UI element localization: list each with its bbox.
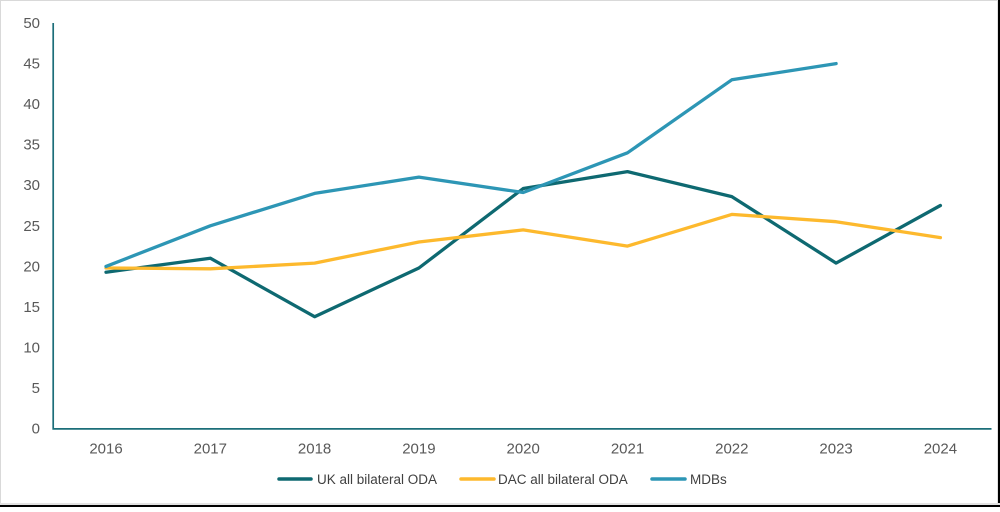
svg-text:2018: 2018 (298, 441, 331, 458)
svg-text:MDBs: MDBs (690, 472, 727, 487)
svg-text:45: 45 (23, 56, 40, 73)
svg-text:2019: 2019 (402, 441, 435, 458)
svg-text:20: 20 (23, 258, 40, 275)
svg-text:35: 35 (23, 137, 40, 154)
svg-text:25: 25 (23, 218, 40, 235)
svg-text:15: 15 (23, 299, 40, 316)
svg-text:DAC all bilateral ODA: DAC all bilateral ODA (498, 472, 628, 487)
svg-text:2016: 2016 (89, 441, 122, 458)
svg-text:10: 10 (23, 340, 40, 357)
svg-text:40: 40 (23, 96, 40, 113)
svg-text:2017: 2017 (194, 441, 227, 458)
svg-text:30: 30 (23, 177, 40, 194)
svg-text:2021: 2021 (611, 441, 644, 458)
svg-text:2020: 2020 (507, 441, 540, 458)
svg-text:0: 0 (32, 421, 40, 438)
svg-text:UK all bilateral ODA: UK all bilateral ODA (317, 472, 437, 487)
svg-text:50: 50 (23, 15, 40, 32)
svg-text:2023: 2023 (819, 441, 852, 458)
svg-text:5: 5 (32, 380, 40, 397)
svg-text:2024: 2024 (924, 441, 957, 458)
svg-text:2022: 2022 (715, 441, 748, 458)
